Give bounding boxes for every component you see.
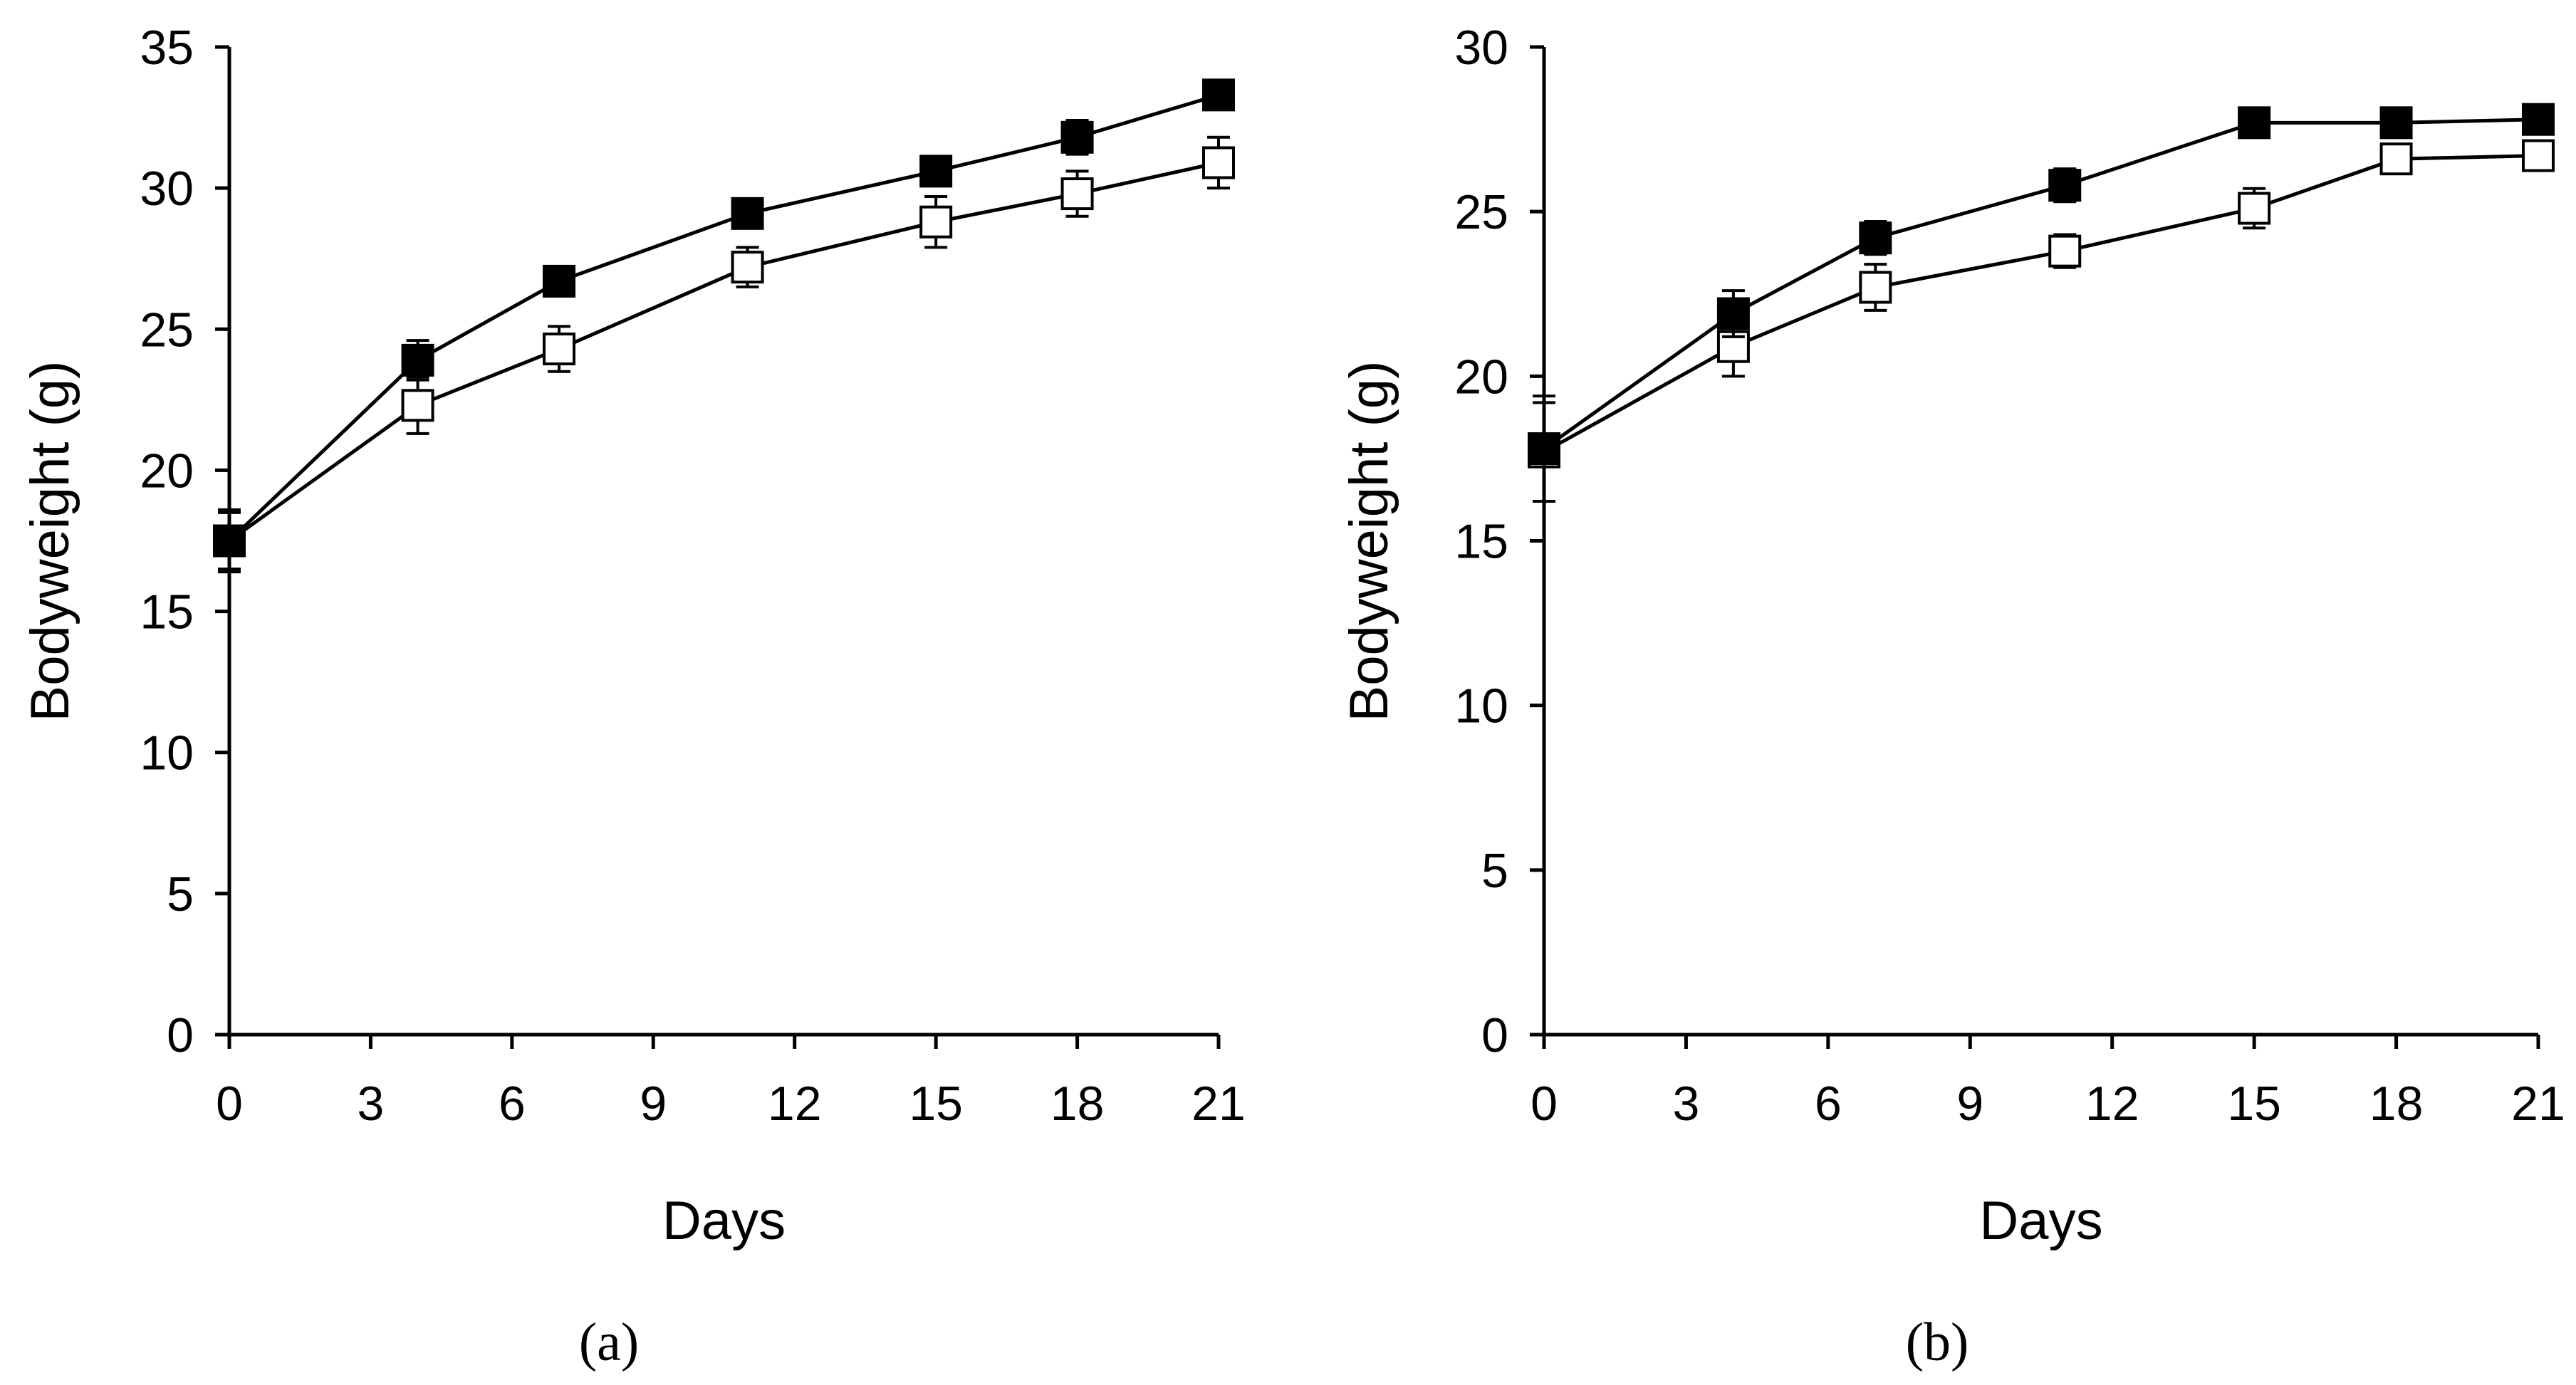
data-point-filled (1528, 432, 1560, 466)
panel-a: 0 5 10 15 20 25 30 35 0 3 6 9 12 15 18 21 Days Bodyweight… (20, 21, 1246, 1251)
data-point-open (919, 205, 953, 239)
y-tick-label: 15 (1454, 515, 1508, 569)
y-tick-label: 20 (1454, 350, 1508, 404)
data-point-open (731, 251, 764, 284)
x-tick-label: 9 (640, 1077, 667, 1131)
x-tick-label: 21 (2511, 1077, 2565, 1131)
data-point-filled (543, 264, 575, 298)
y-tick-label: 25 (140, 303, 194, 357)
x-tick-label: 18 (2369, 1077, 2424, 1131)
data-point-filled (401, 343, 434, 377)
x-axis-title: Days (1979, 1191, 2102, 1251)
data-point-filled (213, 524, 246, 558)
x-tick-label: 0 (216, 1077, 243, 1131)
x-tick-label: 15 (909, 1077, 963, 1131)
x-tick-label: 0 (1531, 1077, 1558, 1131)
caption-a: (a) (579, 1312, 639, 1372)
y-tick-label: 30 (140, 162, 194, 216)
x-tick-label: 3 (358, 1077, 385, 1131)
y-tick-label: 35 (140, 21, 194, 75)
y-tick-label: 5 (167, 867, 194, 921)
data-point-open (401, 389, 434, 422)
x-tick-label: 9 (1956, 1077, 1983, 1131)
x-axis-title: Days (662, 1191, 786, 1251)
x-tick-label: 6 (1815, 1077, 1842, 1131)
data-point-open (1060, 177, 1094, 211)
x-tick-label: 15 (2227, 1077, 2281, 1131)
y-tick-label: 10 (1454, 679, 1508, 733)
y-axis-title: Bodyweight (g) (20, 361, 80, 722)
data-point-open (2238, 192, 2271, 225)
data-point-open (2379, 142, 2413, 176)
x-tick-label: 3 (1673, 1077, 1700, 1131)
caption-b: (b) (1906, 1312, 1969, 1372)
y-tick-label: 30 (1454, 21, 1508, 75)
data-point-filled (2522, 103, 2555, 136)
series-line (1543, 154, 2539, 454)
data-point-open (2048, 234, 2082, 268)
y-tick-label: 0 (167, 1008, 194, 1062)
y-axis-title: Bodyweight (g) (1339, 361, 1399, 722)
data-point-filled (1060, 120, 1094, 154)
data-point-filled (2379, 106, 2413, 140)
x-tick-label: 6 (499, 1077, 526, 1131)
y-tick-label: 15 (140, 585, 194, 639)
data-point-open (543, 333, 575, 366)
x-tick-label: 12 (2085, 1077, 2139, 1131)
data-point-filled (1202, 78, 1235, 112)
data-point-filled (1859, 221, 1892, 255)
series-line (228, 161, 1219, 543)
x-tick-label: 12 (768, 1077, 822, 1131)
data-point-filled (1716, 297, 1750, 330)
data-point-open (1859, 271, 1892, 304)
x-tick-label: 21 (1191, 1077, 1246, 1131)
data-point-open (2522, 139, 2555, 172)
x-tick-label: 18 (1050, 1077, 1105, 1131)
y-tick-label: 20 (140, 444, 194, 498)
y-tick-label: 25 (1454, 185, 1508, 239)
y-tick-label: 10 (140, 726, 194, 780)
data-point-filled (2048, 169, 2082, 202)
data-point-filled (919, 155, 953, 188)
data-point-filled (2238, 106, 2271, 140)
data-point-filled (731, 197, 764, 230)
series-line (228, 93, 1219, 543)
y-tick-label: 0 (1481, 1008, 1508, 1062)
y-tick-label: 5 (1481, 844, 1508, 898)
data-point-open (1202, 146, 1235, 179)
panel-b: 0 5 10 15 20 25 30 0 3 6 9 12 15 18 21 Days Bodyweight (… (1339, 21, 2565, 1251)
